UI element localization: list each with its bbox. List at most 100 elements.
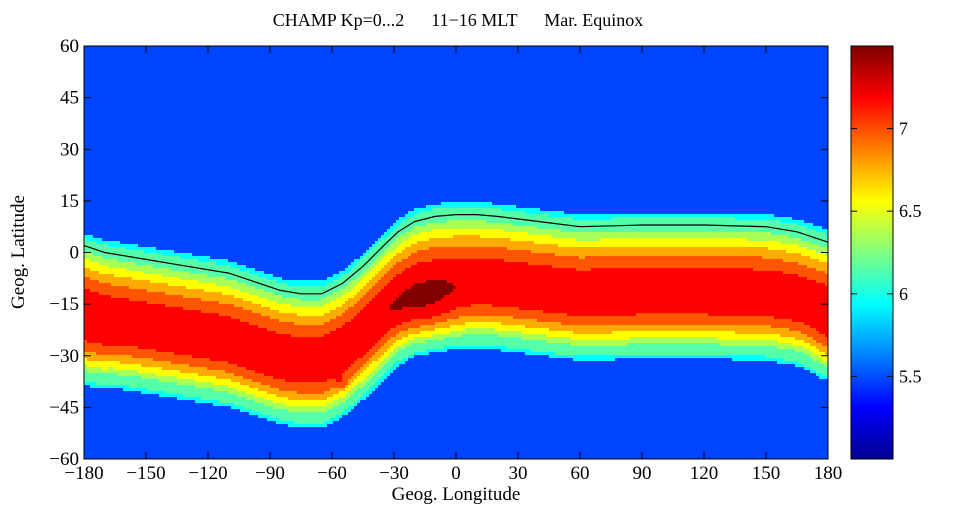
heatmap-cell xyxy=(186,67,190,71)
heatmap-cell xyxy=(258,61,262,65)
heatmap-cell xyxy=(171,67,175,71)
heatmap-cell xyxy=(462,46,466,50)
heatmap-cell xyxy=(648,64,652,68)
heatmap-cell xyxy=(471,85,475,89)
heatmap-cell xyxy=(720,58,724,62)
heatmap-cell xyxy=(291,64,295,68)
heatmap-cell xyxy=(282,46,286,50)
heatmap-cell xyxy=(660,61,664,65)
heatmap-cell xyxy=(735,67,739,71)
heatmap-cell xyxy=(819,82,823,86)
heatmap-cell xyxy=(225,52,229,56)
heatmap-cell xyxy=(729,76,733,80)
heatmap-cell xyxy=(816,73,820,77)
heatmap-cell xyxy=(108,55,112,59)
heatmap-cell xyxy=(807,49,811,53)
heatmap-cell xyxy=(390,79,394,83)
heatmap-cell xyxy=(216,55,220,59)
heatmap-cell xyxy=(159,85,163,89)
heatmap-cell xyxy=(651,64,655,68)
heatmap-cell xyxy=(252,46,256,50)
heatmap-cell xyxy=(228,73,232,77)
heatmap-cell xyxy=(441,79,445,83)
heatmap-cell xyxy=(369,61,373,65)
heatmap-cell xyxy=(216,85,220,89)
heatmap-cell xyxy=(249,73,253,77)
heatmap-cell xyxy=(216,67,220,71)
heatmap-cell xyxy=(369,76,373,80)
heatmap-cell xyxy=(369,64,373,68)
heatmap-cell xyxy=(756,55,760,59)
heatmap-cell xyxy=(630,85,634,89)
heatmap-cell xyxy=(237,85,241,89)
heatmap-cell xyxy=(114,85,118,89)
heatmap-cell xyxy=(777,55,781,59)
heatmap-cell xyxy=(819,79,823,83)
heatmap-cell xyxy=(120,67,124,71)
heatmap-cell xyxy=(240,70,244,74)
heatmap-cell xyxy=(804,64,808,68)
heatmap-cell xyxy=(531,79,535,83)
heatmap-cell xyxy=(597,58,601,62)
heatmap-cell xyxy=(126,70,130,74)
heatmap-cell xyxy=(327,58,331,62)
heatmap-cell xyxy=(159,49,163,53)
heatmap-cell xyxy=(162,70,166,74)
heatmap-cell xyxy=(735,55,739,59)
heatmap-cell xyxy=(786,64,790,68)
heatmap-cell xyxy=(609,52,613,56)
heatmap-cell xyxy=(540,64,544,68)
heatmap-cell xyxy=(513,73,517,77)
heatmap-cell xyxy=(99,67,103,71)
heatmap-cell xyxy=(396,49,400,53)
heatmap-cell xyxy=(705,49,709,53)
heatmap-cell xyxy=(798,52,802,56)
heatmap-cell xyxy=(180,61,184,65)
heatmap-cell xyxy=(96,61,100,65)
heatmap-cell xyxy=(753,85,757,89)
heatmap-cell xyxy=(228,58,232,62)
heatmap-cell xyxy=(555,46,559,50)
heatmap-cell xyxy=(288,49,292,53)
heatmap-cell xyxy=(195,70,199,74)
heatmap-cell xyxy=(480,79,484,83)
heatmap-cell xyxy=(462,73,466,77)
heatmap-cell xyxy=(186,85,190,89)
heatmap-cell xyxy=(174,76,178,80)
heatmap-cell xyxy=(570,85,574,89)
heatmap-cell xyxy=(390,46,394,50)
heatmap-cell xyxy=(786,52,790,56)
heatmap-cell xyxy=(567,67,571,71)
heatmap-cell xyxy=(753,70,757,74)
heatmap-cell xyxy=(243,61,247,65)
heatmap-cell xyxy=(96,73,100,77)
heatmap-cell xyxy=(165,76,169,80)
heatmap-cell xyxy=(156,49,160,53)
heatmap-cell xyxy=(534,46,538,50)
heatmap-cell xyxy=(567,52,571,56)
heatmap-cell xyxy=(660,67,664,71)
heatmap-cell xyxy=(477,85,481,89)
heatmap-cell xyxy=(201,82,205,86)
heatmap-cell xyxy=(759,76,763,80)
heatmap-cell xyxy=(633,76,637,80)
heatmap-cell xyxy=(573,55,577,59)
heatmap-cell xyxy=(714,67,718,71)
heatmap-cell xyxy=(405,49,409,53)
heatmap-cell xyxy=(612,73,616,77)
heatmap-cell xyxy=(303,58,307,62)
heatmap-cell xyxy=(93,49,97,53)
heatmap-cell xyxy=(396,70,400,74)
heatmap-cell xyxy=(768,46,772,50)
heatmap-cell xyxy=(624,64,628,68)
heatmap-cell xyxy=(213,79,217,83)
heatmap-cell xyxy=(240,73,244,77)
heatmap-cell xyxy=(426,73,430,77)
heatmap-cell xyxy=(756,49,760,53)
heatmap-cell xyxy=(204,61,208,65)
heatmap-cell xyxy=(255,49,259,53)
heatmap-cell xyxy=(660,46,664,50)
heatmap-cell xyxy=(174,82,178,86)
heatmap-cell xyxy=(483,46,487,50)
heatmap-cell xyxy=(726,49,730,53)
